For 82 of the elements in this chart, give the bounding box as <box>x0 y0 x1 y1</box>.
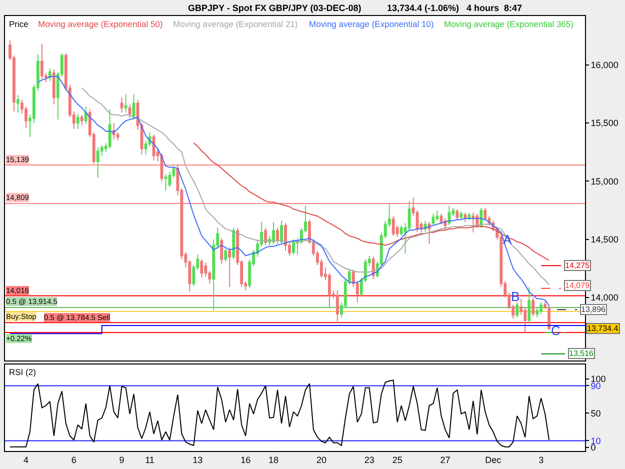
x-tick-label: 25 <box>392 454 402 465</box>
x-tick-label: 18 <box>268 454 279 465</box>
chart-subtitle: 13,734.4 (-1.06%) 4 hours 8:47 <box>387 3 522 13</box>
x-tick-label: 3 <box>538 454 544 465</box>
candlestick <box>52 69 56 105</box>
x-tick-label: Dec <box>485 454 502 465</box>
series-label: Price <box>9 19 29 29</box>
candlestick <box>164 174 168 192</box>
chart-title: GBPJPY - Spot FX GBP/JPY (03-DEC-08) <box>188 3 362 13</box>
candlestick <box>528 286 531 323</box>
candlestick <box>264 227 268 246</box>
candlestick <box>436 210 439 222</box>
candlestick <box>276 227 280 245</box>
text: Moving average (Exponential 50) <box>38 19 163 29</box>
candlestick <box>536 306 539 318</box>
y-tick-label: 14,000 <box>590 292 618 303</box>
candlestick <box>108 108 112 150</box>
y-tick-label: 50 <box>590 408 601 418</box>
candlestick <box>228 247 232 288</box>
candlestick <box>80 114 84 126</box>
data-label: 14,079 <box>565 281 590 290</box>
candlestick <box>544 300 547 310</box>
candlestick <box>96 146 100 178</box>
candlestick <box>392 216 395 236</box>
candlestick <box>120 96 124 114</box>
text: 13,734.4 <box>587 324 618 333</box>
candlestick <box>540 302 543 314</box>
candlestick <box>296 238 299 256</box>
candlestick <box>472 212 475 233</box>
x-tick-label: 27 <box>440 454 450 465</box>
x-tick-label: 4 <box>23 454 28 465</box>
data-label: 13,896 <box>581 305 606 314</box>
candlestick <box>280 220 283 245</box>
candlestick <box>532 297 535 317</box>
x-tick-label: 11 <box>145 454 154 465</box>
candlestick <box>84 106 88 125</box>
candlestick <box>548 305 551 331</box>
candlestick <box>448 205 451 226</box>
candlestick <box>48 68 52 82</box>
candlestick <box>308 219 311 245</box>
candlestick <box>112 122 116 140</box>
x-tick-label: 6 <box>71 454 76 465</box>
candlestick <box>200 258 204 278</box>
y-tick-label: 15,000 <box>590 176 618 186</box>
text: Moving average (Exponential 21) <box>173 19 298 29</box>
candlestick <box>292 238 295 256</box>
candlestick <box>336 290 339 324</box>
candlestick <box>428 221 431 245</box>
candlestick <box>284 222 287 252</box>
candlestick <box>220 238 224 264</box>
y-tick-label: 15,500 <box>590 118 618 128</box>
candlestick <box>464 212 467 222</box>
candlestick <box>124 93 128 114</box>
candlestick <box>456 208 459 220</box>
candlestick <box>232 227 236 260</box>
candlestick <box>128 104 132 119</box>
candlestick <box>132 93 136 120</box>
text: Moving average (Exponential 10) <box>309 19 434 29</box>
line-series <box>9 380 550 448</box>
candlestick <box>432 213 435 226</box>
legend-label: Moving average (Exponential 365) <box>444 19 574 29</box>
line-series <box>81 88 550 286</box>
chart-title: RSI (2) <box>9 367 36 377</box>
y-tick-label: 16,000 <box>590 60 618 70</box>
candlestick <box>40 43 44 80</box>
candlestick <box>516 302 519 318</box>
x-tick-label: 23 <box>364 454 374 465</box>
candlestick <box>272 221 276 245</box>
data-label: 14,275 <box>565 261 590 270</box>
candlestick <box>76 113 80 130</box>
x-tick-label: 13 <box>192 454 203 465</box>
y-tick-label: 14,500 <box>590 234 618 245</box>
x-tick-label: 9 <box>119 454 124 465</box>
line-series <box>193 142 550 261</box>
data-label: 13,516 <box>569 349 594 358</box>
x-tick-label: 20 <box>316 454 326 465</box>
x-tick-label: 16 <box>240 454 251 465</box>
candlestick <box>484 207 487 222</box>
candlestick <box>224 248 228 262</box>
candlestick <box>460 210 463 220</box>
candlestick <box>16 94 20 114</box>
candlestick <box>468 212 471 222</box>
